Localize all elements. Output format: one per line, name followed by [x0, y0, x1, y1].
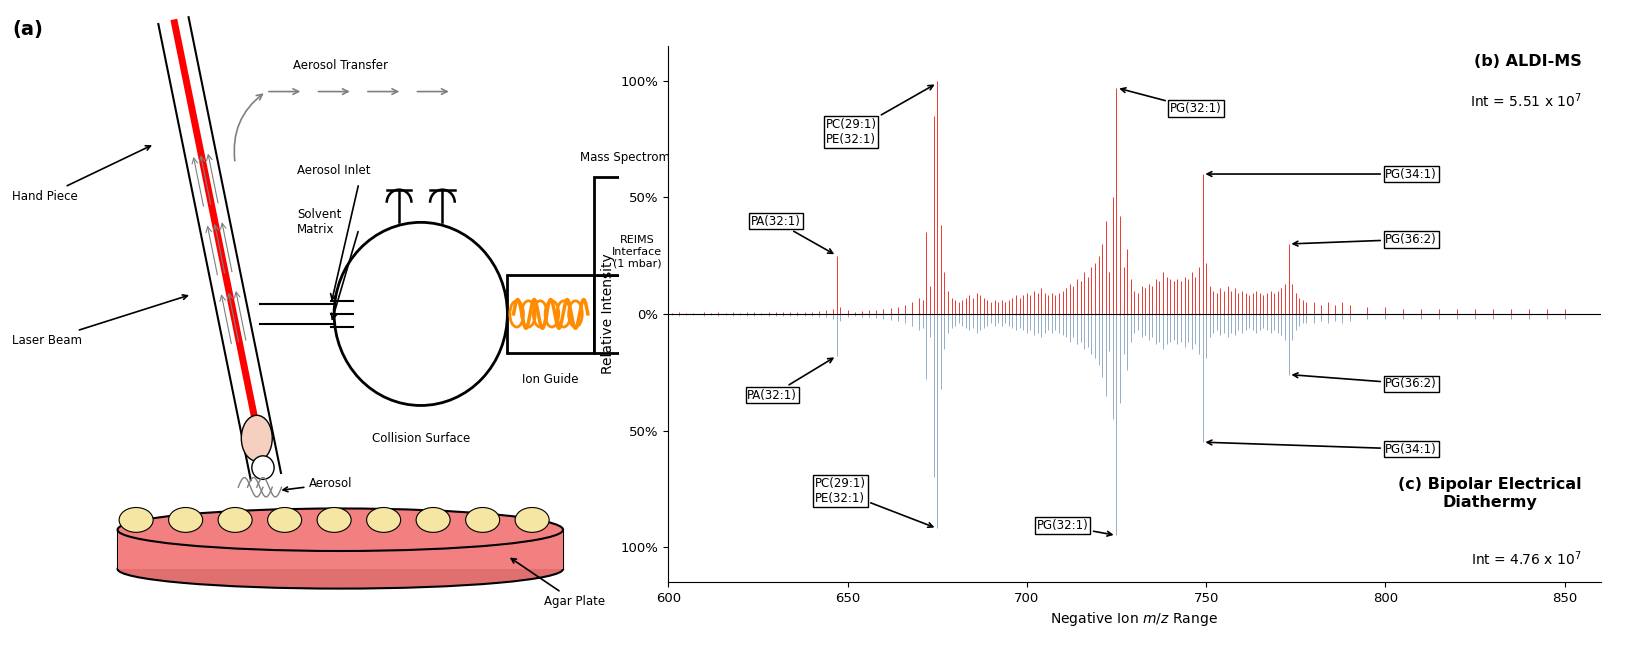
- FancyBboxPatch shape: [117, 530, 563, 569]
- Text: Laser Beam: Laser Beam: [13, 295, 188, 347]
- Text: Int = 4.76 x 10$^7$: Int = 4.76 x 10$^7$: [1472, 550, 1582, 568]
- Text: Aerosol Transfer: Aerosol Transfer: [292, 59, 388, 72]
- Ellipse shape: [515, 508, 549, 532]
- Y-axis label: Relative Intensity: Relative Intensity: [601, 254, 615, 374]
- Text: Int = 5.51 x 10$^7$: Int = 5.51 x 10$^7$: [1470, 92, 1582, 110]
- Text: PG(34:1): PG(34:1): [1208, 167, 1437, 181]
- Ellipse shape: [168, 508, 203, 532]
- Text: Ion Guide: Ion Guide: [523, 373, 579, 386]
- Text: PG(36:2): PG(36:2): [1294, 373, 1437, 390]
- FancyBboxPatch shape: [117, 530, 563, 569]
- Text: PC(29:1)
PE(32:1): PC(29:1) PE(32:1): [825, 86, 934, 146]
- Text: PA(32:1): PA(32:1): [751, 215, 833, 253]
- Text: PC(29:1)
PE(32:1): PC(29:1) PE(32:1): [815, 477, 932, 527]
- Text: (b) ALDI-MS: (b) ALDI-MS: [1473, 54, 1582, 69]
- Bar: [508, 275, 594, 353]
- Text: PG(34:1): PG(34:1): [1208, 440, 1437, 456]
- X-axis label: Negative Ion $\it{m/z}$ Range: Negative Ion $\it{m/z}$ Range: [1051, 610, 1218, 628]
- Ellipse shape: [117, 509, 563, 551]
- Text: (c) Bipolar Electrical
Diathermy: (c) Bipolar Electrical Diathermy: [1398, 477, 1582, 510]
- Text: Agar Plate: Agar Plate: [512, 559, 606, 608]
- Text: PA(32:1): PA(32:1): [747, 358, 833, 402]
- Text: Mass Spectrometer: Mass Spectrometer: [581, 150, 695, 164]
- Ellipse shape: [241, 415, 272, 461]
- Text: Aerosol Inlet: Aerosol Inlet: [297, 164, 371, 177]
- Text: (a): (a): [13, 20, 43, 39]
- Bar: [594, 177, 680, 275]
- Text: PG(36:2): PG(36:2): [1294, 233, 1437, 246]
- Ellipse shape: [465, 508, 500, 532]
- Ellipse shape: [117, 549, 563, 589]
- Ellipse shape: [119, 508, 153, 532]
- Bar: [594, 275, 680, 353]
- Text: Hand Piece: Hand Piece: [13, 146, 150, 203]
- Ellipse shape: [366, 508, 401, 532]
- Ellipse shape: [218, 508, 252, 532]
- Ellipse shape: [416, 508, 450, 532]
- Text: Aerosol: Aerosol: [284, 477, 353, 492]
- Text: Solvent
Matrix: Solvent Matrix: [297, 209, 342, 236]
- Circle shape: [333, 222, 508, 405]
- Text: PG(32:1): PG(32:1): [1120, 88, 1223, 115]
- Ellipse shape: [267, 508, 302, 532]
- Text: Collision Surface: Collision Surface: [371, 432, 470, 445]
- Text: PG(32:1): PG(32:1): [1036, 519, 1112, 536]
- Ellipse shape: [317, 508, 351, 532]
- Circle shape: [252, 456, 274, 479]
- Text: REIMS
Interface
(1 mbar): REIMS Interface (1 mbar): [612, 235, 662, 268]
